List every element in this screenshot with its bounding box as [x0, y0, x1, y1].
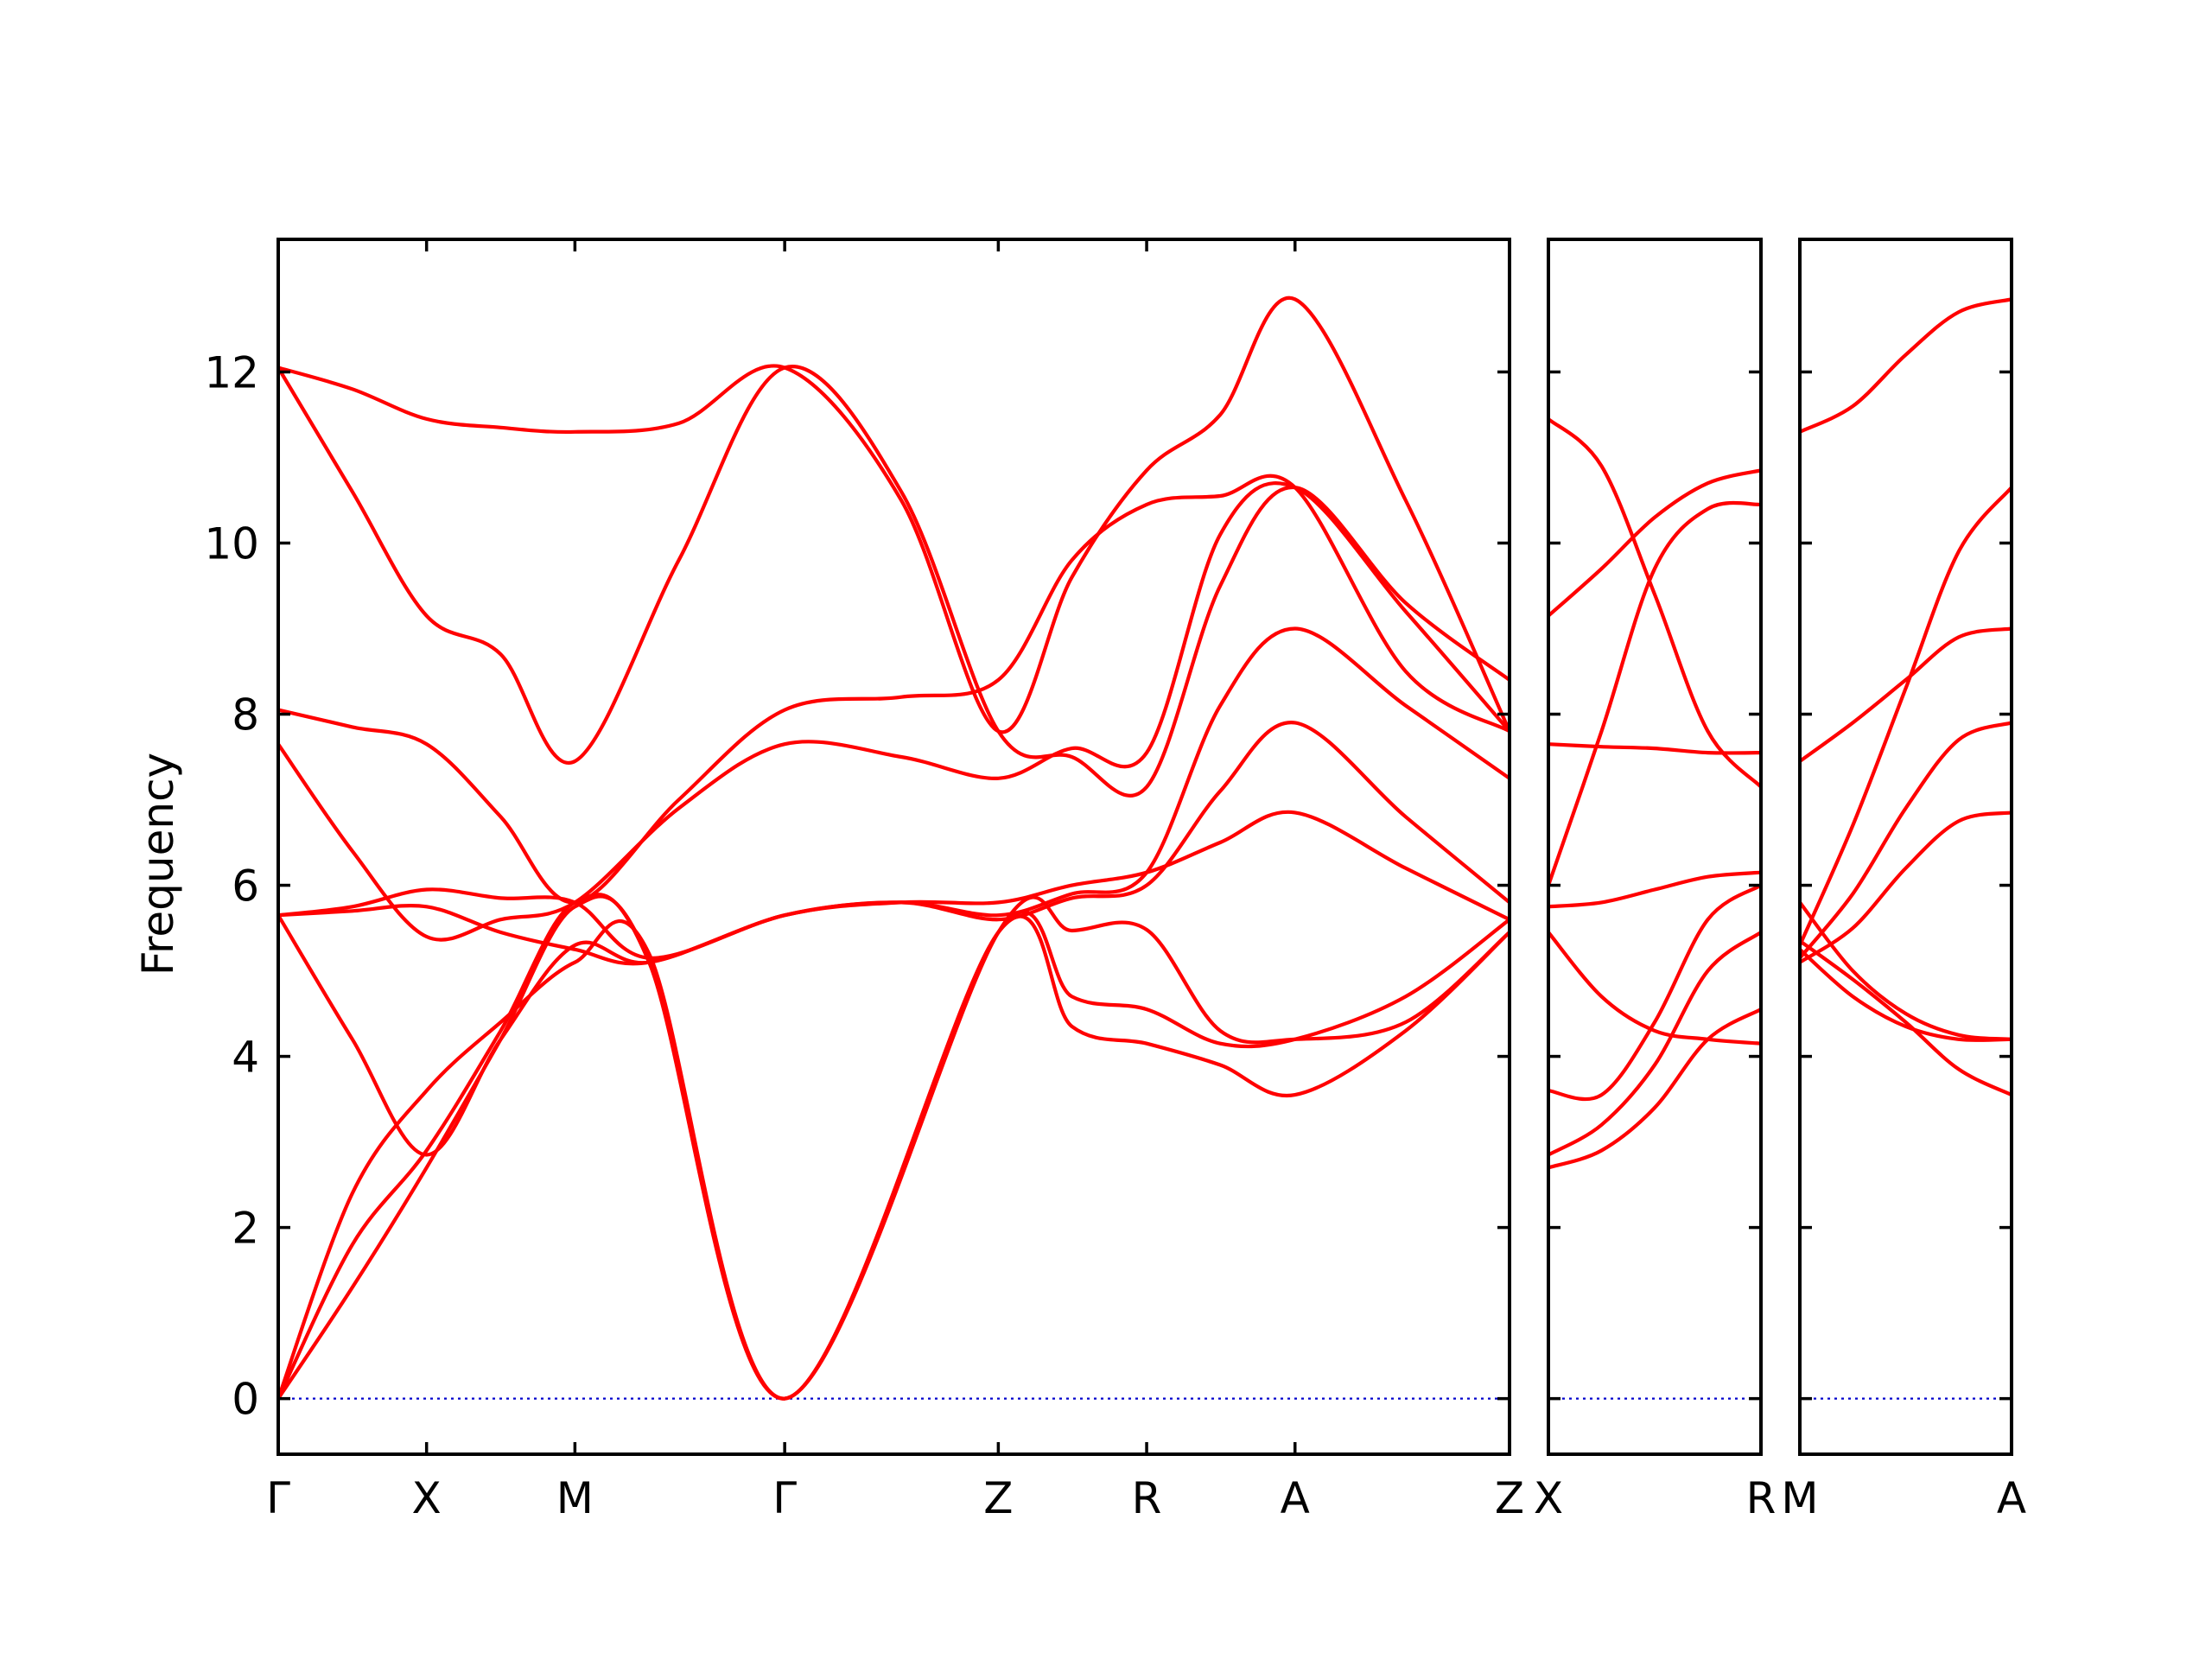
band-line-6: [278, 626, 1510, 966]
x-tick-label: M: [556, 1473, 594, 1523]
band-line-10: [278, 296, 1510, 734]
band-line-2: [278, 893, 1510, 1401]
band-line-8: [1548, 468, 1761, 618]
band-line-6: [1800, 900, 2012, 1041]
x-tick-label: A: [1997, 1473, 2026, 1523]
x-tick-label: R: [1746, 1473, 1777, 1523]
x-tick-label: Γ: [772, 1473, 797, 1523]
y-tick-label: 6: [232, 861, 259, 912]
band-line-8: [1800, 297, 2012, 434]
band-line-7: [1548, 742, 1761, 755]
band-line-7: [278, 481, 1510, 942]
band-line-2: [1800, 938, 2012, 1097]
x-tick-label: Z: [983, 1473, 1013, 1523]
x-r-panel-bands: [1548, 416, 1761, 1170]
y-tick-label: 0: [232, 1375, 259, 1425]
x-tick-label: A: [1281, 1473, 1310, 1523]
band-line-6: [1548, 500, 1761, 887]
x-tick-label: Z: [1495, 1473, 1524, 1523]
band-line-3: [278, 914, 1510, 1401]
y-tick-label: 10: [204, 519, 259, 569]
band-line-2: [1548, 930, 1761, 1157]
band-line-1: [1548, 1007, 1761, 1170]
band-line-9: [1548, 416, 1761, 789]
x-tick-label: X: [412, 1473, 442, 1523]
band-line-3: [1800, 810, 2012, 964]
band-line-4: [1800, 721, 2012, 960]
y-tick-label: 8: [232, 690, 259, 741]
m-a-panel-frame: [1798, 238, 2013, 1456]
band-line-8: [278, 474, 1510, 905]
main-panel-frame: [276, 238, 1511, 1456]
y-axis-label: Frequency: [133, 753, 183, 976]
band-line-3: [1548, 883, 1761, 1101]
band-line-9: [278, 365, 1510, 798]
main-panel: 0 2 4 6 8 10 12 Γ X M Γ Z R A Z: [204, 238, 1524, 1523]
y-tick-label: 2: [232, 1204, 259, 1254]
band-line-5: [1800, 486, 2012, 947]
band-line-7: [1800, 626, 2012, 764]
band-line-1: [278, 894, 1510, 1401]
y-tick-label: 4: [232, 1033, 259, 1083]
x-r-panel-frame: [1547, 238, 1763, 1456]
m-a-panel-bands: [1800, 297, 2012, 1097]
x-tick-label: X: [1534, 1473, 1563, 1523]
band-line-5: [278, 721, 1510, 960]
x-tick-label: M: [1781, 1473, 1818, 1523]
band-line-1: [1800, 947, 2012, 1042]
band-line-4: [1548, 930, 1761, 1046]
x-tick-label: R: [1132, 1473, 1162, 1523]
y-tick-label: 12: [204, 347, 259, 397]
main-panel-bands: [278, 296, 1510, 1401]
band-line-5: [1548, 870, 1761, 909]
x-tick-label: Γ: [266, 1473, 290, 1523]
